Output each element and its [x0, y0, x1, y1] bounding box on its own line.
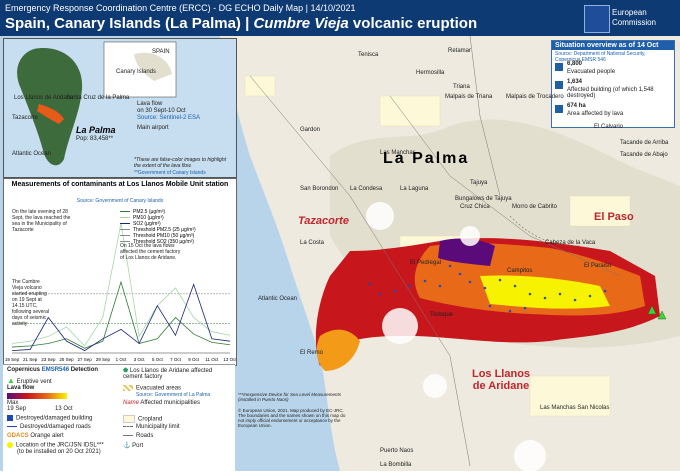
map-header: Emergency Response Coordination Centre (…	[0, 0, 680, 36]
place-label: La Condesa	[350, 186, 383, 192]
place-label: El Remo	[300, 350, 324, 356]
map-legend: Copernicus EMSR546 Detection ▲ Eruptive …	[3, 364, 235, 472]
place-label: Puerto Naos	[380, 448, 414, 454]
place-label: Retamar	[448, 48, 472, 54]
label-la-palma: La Palma	[383, 150, 470, 167]
header-title: Spain, Canary Islands (La Palma) | Cumbr…	[5, 15, 478, 32]
label-los-llanos: Los Llanos de Aridane	[471, 368, 531, 392]
x-tick-label: 25 Sep	[59, 357, 74, 362]
cement-factory-icon: ⬟	[123, 368, 129, 374]
situation-overview: Situation overview as of 14 Oct Source: …	[551, 40, 675, 128]
place-label: Hermosilla	[416, 70, 445, 76]
x-tick-label: 27 Sep	[78, 357, 93, 362]
place-label: La Laguna	[400, 186, 429, 192]
place-label: Cruz Chica	[460, 204, 490, 210]
place-label: Atlantic Ocean	[258, 296, 298, 302]
chart-title: Measurements of contaminants at Los Llan…	[11, 181, 229, 188]
place-label: Bungalows de Tajuya	[455, 196, 512, 202]
contaminants-chart: Measurements of contaminants at Los Llan…	[3, 178, 237, 366]
label-el-paso: El Paso	[594, 211, 634, 223]
place-label: Cabeza de la Vaca	[545, 240, 596, 246]
x-tick-label: 9 Oct	[188, 357, 200, 362]
chart-legend-item: SO2 (µg/m³)	[120, 221, 196, 227]
jrc-device-icon	[7, 442, 13, 448]
series-line	[11, 280, 231, 349]
eu-flag-icon	[584, 5, 610, 33]
x-tick-label: 13 Oct	[223, 357, 236, 362]
place-label: Tacande de Abajo	[620, 152, 668, 158]
place-label: Las Manchas	[380, 150, 416, 156]
series-line	[11, 222, 231, 347]
x-tick-label: 1 Oct	[116, 357, 128, 362]
lava-flow-gradient	[7, 393, 67, 399]
x-tick-label: 3 Oct	[134, 357, 146, 362]
european-commission-logo: European Commission	[584, 3, 676, 33]
header-subtitle: Emergency Response Coordination Centre (…	[5, 3, 356, 13]
place-label: Malpais de Triana	[445, 94, 493, 100]
chart-legend: PM2.5 (µg/m³) PM10 (µg/m³) SO2 (µg/m³) Thre…	[120, 209, 196, 245]
place-label: La Costa	[300, 240, 325, 246]
place-label: Morro de Cabrito	[512, 204, 558, 210]
place-label: Triana	[453, 84, 470, 90]
place-label: Todoque	[430, 312, 454, 318]
x-tick-label: 23 Sep	[41, 357, 56, 362]
chart-legend-item: Threshold PM2.5 (25 µg/m³)	[120, 227, 196, 233]
place-label: San Borondon	[300, 186, 339, 192]
place-label: El Paraiso	[584, 263, 612, 269]
x-tick-label: 21 Sep	[23, 357, 38, 362]
chart-legend-item: PM10 (µg/m³)	[120, 215, 196, 221]
cropland-swatch	[123, 415, 135, 423]
place-label: La Bombilla	[380, 462, 412, 468]
map-credits: © European Union, 2021. Map produced by …	[238, 408, 346, 428]
place-label: El Calvario	[594, 124, 624, 130]
series-line	[11, 283, 231, 352]
destroyed-road-swatch	[7, 425, 17, 427]
eruptive-vent-icon: ▲	[7, 376, 15, 385]
place-label: Las Manchas San Nicolas	[540, 405, 610, 411]
x-tick-label: 5 Oct	[152, 357, 164, 362]
chart-legend-item: Threshold SO2 (350 µg/m³)	[120, 239, 196, 245]
footnote-idsl: ***Inexpensive Device for Sea Level Meas…	[238, 392, 342, 402]
chart-annotation-cement: On 15 Oct the lava flows affected the ce…	[120, 243, 181, 261]
x-tick-label: 29 Sep	[96, 357, 111, 362]
place-label: El Pedregal	[410, 260, 442, 266]
main-map[interactable]	[150, 36, 680, 471]
x-tick-label: 11 Oct	[205, 357, 219, 362]
place-label: Gardon	[300, 127, 321, 133]
place-label: Tacande de Arriba	[620, 140, 669, 146]
municipality-limit-swatch	[123, 425, 133, 427]
port-icon: ⚓	[123, 443, 131, 449]
chart-legend-item: Threshold PM10 (50 µg/m³)	[120, 233, 196, 239]
place-label: Tajuya	[470, 180, 488, 186]
chart-source: Source: Government of Canary Islands	[76, 198, 164, 204]
x-tick-label: 7 Oct	[170, 357, 182, 362]
destroyed-building-swatch	[7, 415, 13, 421]
chart-legend-item: PM2.5 (µg/m³)	[120, 209, 196, 215]
chart-annotation-start: The Cumbre Vieja volcano started eruptin…	[12, 279, 49, 327]
place-label: Tenisca	[358, 52, 379, 58]
place-label: Malpais de Trocadero	[506, 94, 564, 100]
evacuated-areas-swatch	[123, 385, 133, 391]
place-label: Campitos	[507, 268, 533, 274]
overview-inset: Los Llanos de Aridane Tazacorte Santa Cr…	[3, 38, 237, 178]
chart-annotation-sea: On the late evening of 28 Sept, the lava…	[12, 209, 71, 233]
roads-swatch	[123, 434, 133, 436]
label-tazacorte: Tazacorte	[298, 215, 349, 227]
x-tick-label: 19 Sep	[5, 357, 20, 362]
